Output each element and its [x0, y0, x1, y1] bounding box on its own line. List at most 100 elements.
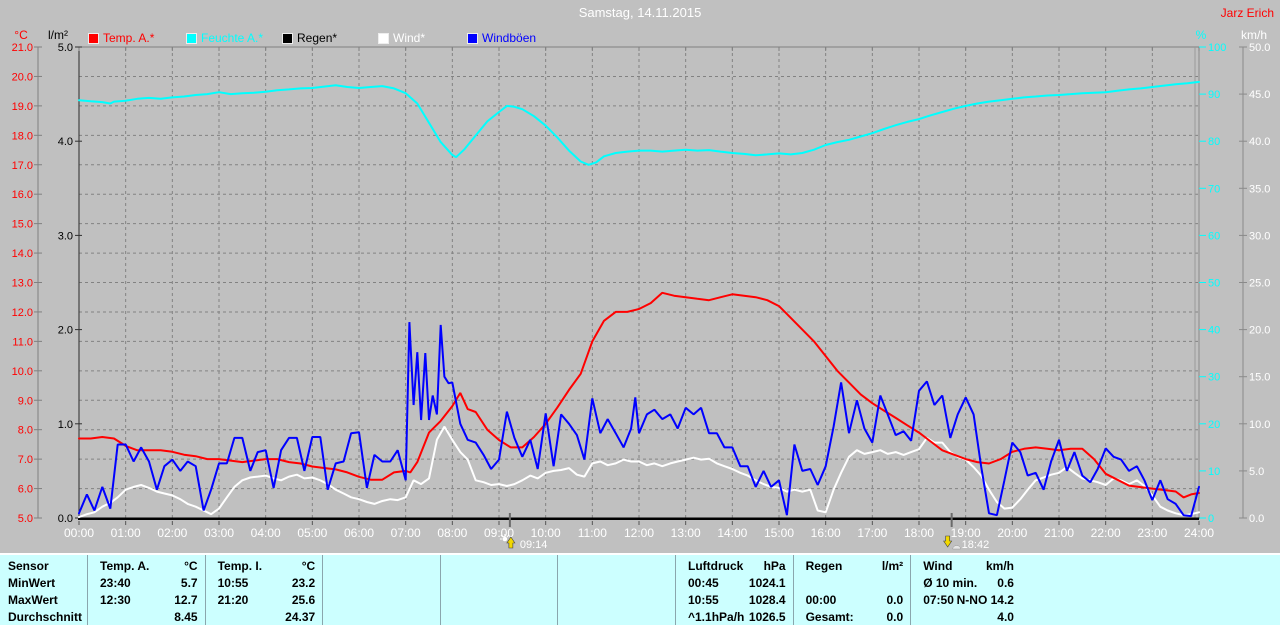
table-cell: 0.0 [886, 610, 904, 624]
sunrise-arrow-icon [506, 536, 516, 549]
station-name: Jarz Erich [1220, 6, 1274, 20]
temp-tick-label: 5.0 [18, 513, 33, 525]
temp-tick-label: 11.0 [12, 336, 33, 348]
page-title: Samstag, 14.11.2015 [578, 5, 702, 20]
table-row-label: Sensor [8, 559, 49, 573]
temp-tick-label: 19.0 [12, 101, 33, 113]
table-row: 00:00 0.0 [794, 592, 911, 609]
sunrise-icon [506, 534, 510, 538]
table-column [323, 555, 441, 625]
sunset-icon [952, 545, 961, 550]
table-header-row: Wind km/h [911, 558, 1279, 575]
table-row: 12:30 12.7 [88, 592, 205, 609]
legend-swatch-icon [88, 32, 99, 44]
table-cell: hPa [763, 559, 786, 573]
table-header-row: Regen l/m² [794, 558, 911, 575]
table-row: 07:50 N-NO 14.2 [911, 592, 1279, 609]
table-row: Gesamt: 0.0 [794, 609, 911, 625]
temp-tick-label: 15.0 [12, 219, 33, 231]
humidity-tick-label: 70 [1208, 183, 1220, 195]
table-cell: 0.6 [997, 576, 1014, 590]
x-tick-label: 19:00 [951, 526, 981, 540]
legend-item: Regen* [282, 31, 337, 45]
table-cell: 1024.1 [748, 576, 786, 590]
rain-tick-label: 1.0 [58, 419, 73, 431]
rain-tick-label: 5.0 [58, 42, 73, 54]
table-cell: Regen [805, 559, 843, 573]
wind-tick-label: 15.0 [1249, 372, 1270, 384]
table-cell: ^1.1hPa/h [688, 610, 745, 624]
table-row: 23:40 5.7 [88, 575, 205, 592]
temp-tick-label: 13.0 [12, 278, 33, 290]
table-row: 4.0 [911, 609, 1279, 625]
table-cell [558, 592, 570, 609]
table-row [794, 575, 911, 592]
humidity-tick-label: 50 [1208, 278, 1220, 290]
table-cell: 00:45 [688, 576, 719, 590]
table-cell [433, 575, 440, 592]
x-tick-label: 21:00 [1044, 526, 1074, 540]
legend-swatch-icon [186, 32, 197, 44]
x-tick-label: 22:00 [1091, 526, 1121, 540]
humidity-tick-label: 30 [1208, 372, 1220, 384]
table-cell [323, 558, 335, 575]
legend-item: Wind* [378, 31, 425, 45]
legend-label: Regen* [297, 31, 338, 45]
sunset-time-label: 18:42 [962, 539, 990, 551]
wind-tick-label: 20.0 [1249, 325, 1270, 337]
table-cell [88, 609, 100, 625]
table-cell [911, 609, 923, 625]
wind-tick-label: 50.0 [1249, 42, 1270, 54]
table-cell: 12.7 [174, 593, 198, 607]
temp-tick-label: 6.0 [18, 484, 33, 496]
table-cell: Ø 10 min. [923, 576, 978, 590]
table-cell: °C [301, 559, 316, 573]
rain-axis-title: l/m² [48, 28, 68, 42]
sunrise-icon [502, 536, 508, 542]
stats-table: Sensor MinWert MaxWert Durchschnitt Temp. A.… [0, 553, 1280, 625]
table-cell [441, 609, 453, 625]
humidity-tick-label: 100 [1208, 42, 1226, 54]
table-cell [550, 575, 557, 592]
table-cell: °C [184, 559, 198, 573]
table-cell: 0.0 [886, 593, 904, 607]
temp-axis-title: °C [14, 28, 28, 42]
table-cell [550, 592, 557, 609]
wind-tick-label: 0.0 [1249, 513, 1264, 525]
table-row-labels: Sensor MinWert MaxWert Durchschnitt [0, 555, 88, 625]
table-cell [206, 609, 218, 625]
rain-tick-label: 3.0 [58, 230, 73, 242]
table-cell [433, 592, 440, 609]
wind-tick-label: 35.0 [1249, 183, 1270, 195]
table-cell [558, 609, 570, 625]
humidity-tick-label: 90 [1208, 89, 1220, 101]
temp-tick-label: 16.0 [12, 189, 33, 201]
table-cell [668, 575, 675, 592]
temp-tick-label: 10.0 [12, 366, 33, 378]
temp-tick-label: 17.0 [12, 160, 33, 172]
table-cell [668, 609, 675, 625]
table-cell: Gesamt: [805, 610, 854, 624]
table-header-row [558, 558, 675, 575]
rain-tick-label: 4.0 [58, 136, 73, 148]
x-tick-label: 17:00 [857, 526, 887, 540]
table-cell: 07:50 [923, 593, 954, 607]
series-Windböen [78, 322, 1200, 518]
wind-tick-label: 45.0 [1249, 89, 1270, 101]
temp-tick-label: 14.0 [12, 248, 33, 260]
table-cell: 12:30 [100, 593, 131, 607]
table-row: 8.45 [88, 609, 205, 625]
x-tick-label: 13:00 [671, 526, 701, 540]
table-cell [550, 609, 557, 625]
x-tick-label: 06:00 [344, 526, 374, 540]
table-row: 24.37 [206, 609, 323, 625]
table-cell [323, 592, 335, 609]
sunset-arrow-icon [943, 535, 953, 548]
x-tick-label: 14:00 [717, 526, 747, 540]
legend-swatch-icon [282, 32, 293, 44]
table-column: Luftdruck hPa 00:45 1024.1 10:55 1028.4 ^1.1hP… [676, 555, 794, 625]
table-cell [441, 592, 453, 609]
table-row [558, 609, 675, 625]
rain-tick-label: 0.0 [58, 513, 73, 525]
x-tick-label: 08:00 [437, 526, 467, 540]
